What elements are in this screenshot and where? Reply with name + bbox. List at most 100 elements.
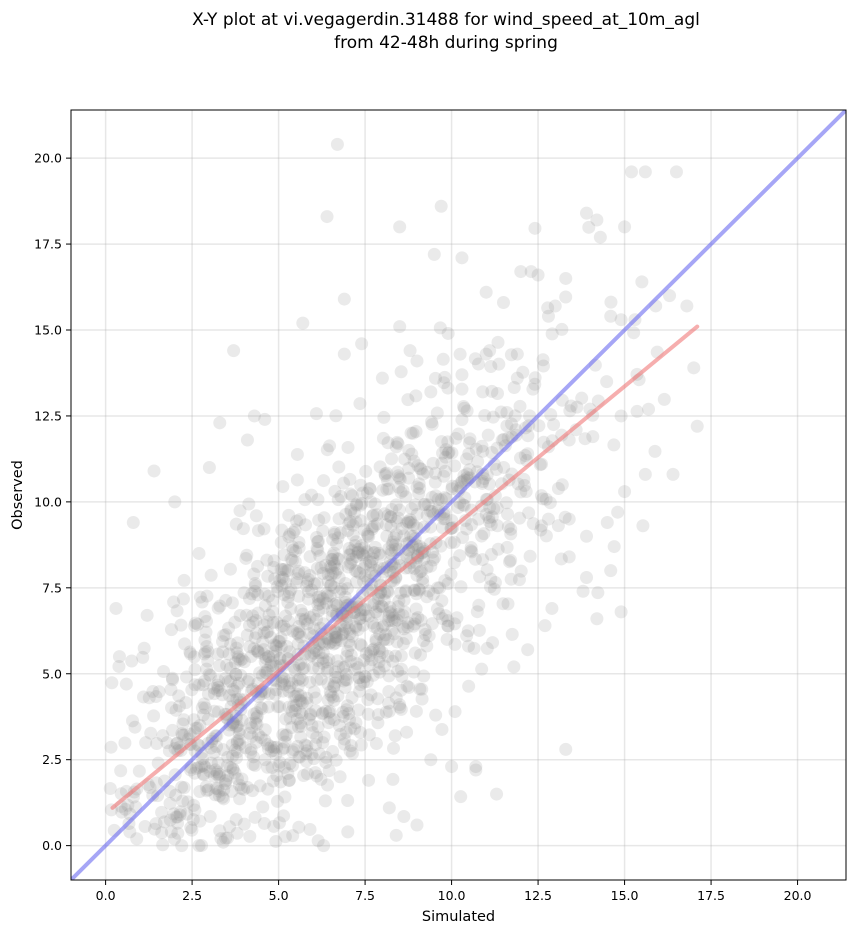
data-point [228, 766, 242, 780]
data-point [382, 684, 396, 698]
data-point [414, 648, 428, 662]
data-point [379, 705, 393, 719]
data-point [292, 750, 306, 764]
data-point [327, 598, 341, 612]
data-point [180, 807, 194, 821]
data-point [229, 813, 243, 827]
data-point [424, 559, 438, 573]
data-point [275, 674, 289, 688]
data-point [441, 435, 455, 449]
data-point [271, 700, 285, 714]
data-point [618, 220, 632, 234]
data-point [373, 627, 387, 641]
data-point [416, 467, 430, 481]
data-point [327, 558, 341, 572]
data-point [356, 618, 370, 632]
data-point [464, 544, 478, 558]
data-point [286, 624, 300, 638]
data-point [402, 461, 416, 475]
data-point [189, 721, 203, 735]
data-point [559, 290, 573, 304]
data-point [357, 653, 371, 667]
data-point [112, 650, 126, 664]
data-point [428, 466, 442, 480]
data-point [221, 831, 235, 845]
data-point [176, 592, 190, 606]
data-point [314, 772, 328, 786]
data-point [197, 697, 211, 711]
data-point [505, 417, 519, 431]
data-point [445, 482, 459, 496]
data-point [327, 637, 341, 651]
data-point [344, 502, 358, 516]
data-point [280, 640, 294, 654]
y-tick-label: 15.0 [34, 323, 62, 338]
data-point [337, 732, 351, 746]
data-point [174, 618, 188, 632]
data-point [487, 582, 501, 596]
data-point [430, 406, 444, 420]
data-point [436, 352, 450, 366]
data-point [261, 782, 275, 796]
data-point [166, 673, 180, 687]
data-point [369, 605, 383, 619]
data-point [370, 508, 384, 522]
data-point [469, 760, 483, 774]
data-point [188, 663, 202, 677]
data-point [176, 728, 190, 742]
data-point [638, 467, 652, 481]
data-point [115, 805, 129, 819]
data-point [343, 472, 357, 486]
data-point [276, 572, 290, 586]
data-point [290, 572, 304, 586]
data-point [345, 489, 359, 503]
data-point [282, 773, 296, 787]
data-point [284, 602, 298, 616]
data-point [209, 767, 223, 781]
data-point [362, 609, 376, 623]
data-point [219, 773, 233, 787]
data-point [216, 835, 230, 849]
data-point [291, 567, 305, 581]
data-point [351, 545, 365, 559]
data-point [208, 788, 222, 802]
data-point [519, 485, 533, 499]
data-point [432, 607, 446, 621]
data-point [345, 544, 359, 558]
data-point [289, 576, 303, 590]
data-point [180, 670, 194, 684]
data-point [391, 437, 405, 451]
data-point [393, 320, 407, 334]
data-point [303, 822, 317, 836]
data-point [437, 469, 451, 483]
data-point [418, 497, 432, 511]
data-point [358, 669, 372, 683]
data-point [390, 635, 404, 649]
data-point [416, 542, 430, 556]
data-point [198, 610, 212, 624]
data-point [265, 761, 279, 775]
data-point [390, 435, 404, 449]
data-point [301, 572, 315, 586]
data-point [554, 552, 568, 566]
data-point [438, 609, 452, 623]
data-point [372, 600, 386, 614]
data-point [267, 638, 281, 652]
data-point [307, 577, 321, 591]
data-point [177, 781, 191, 795]
data-point [246, 757, 260, 771]
data-point [309, 704, 323, 718]
data-point [246, 609, 260, 623]
data-point [278, 830, 292, 844]
data-point [177, 573, 191, 587]
data-point [453, 347, 467, 361]
data-point [300, 767, 314, 781]
data-point [486, 636, 500, 650]
data-point [317, 474, 331, 488]
data-point [164, 623, 178, 637]
data-point [504, 348, 518, 362]
data-point [448, 637, 462, 651]
x-tick-label: 12.5 [524, 888, 552, 903]
data-point [455, 413, 469, 427]
data-point [636, 519, 650, 533]
